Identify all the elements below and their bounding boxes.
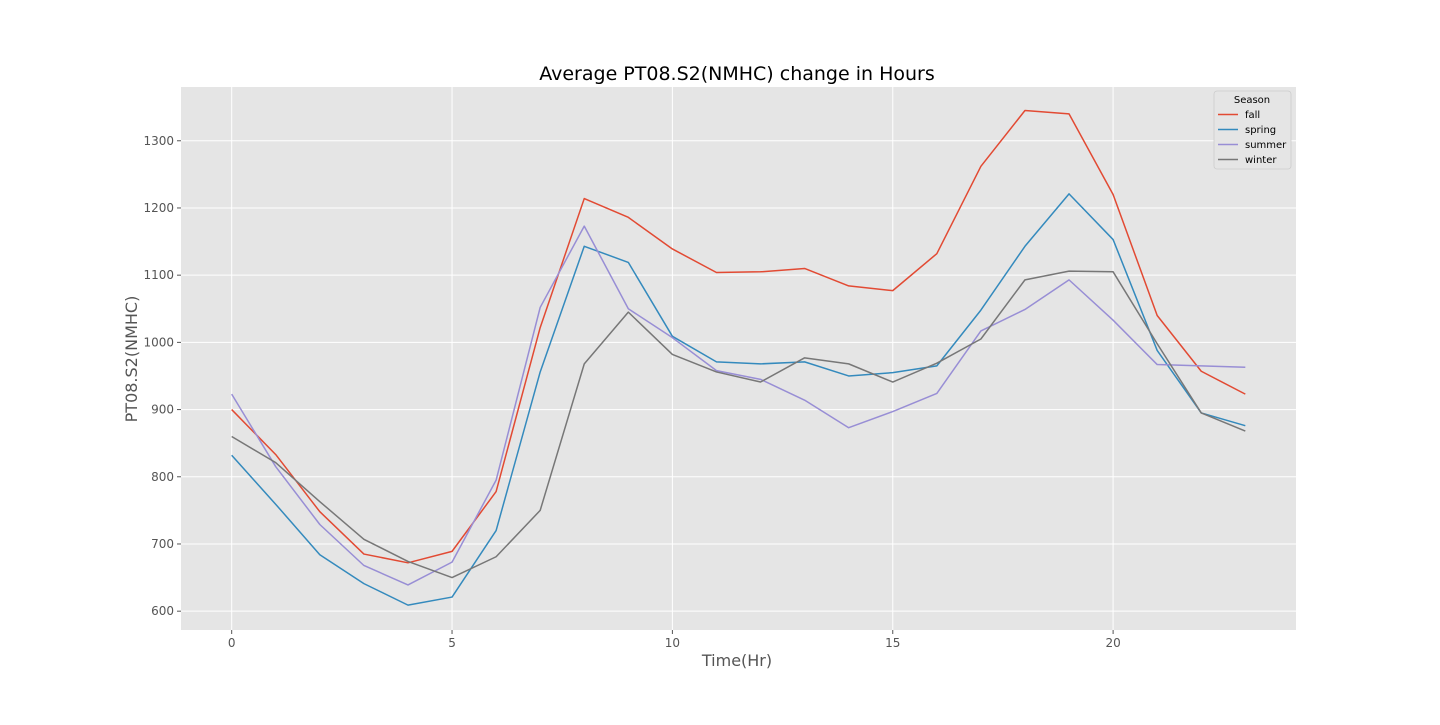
y-tick-label: 1200 [143,201,174,215]
legend-label-winter: winter [1245,155,1277,166]
legend: Season fall spring summer winter [1213,90,1292,170]
x-tick-label: 15 [885,636,900,650]
y-tick-label: 600 [151,604,174,618]
series-line-summer [231,225,1246,586]
legend-entries: fall spring summer winter [1218,110,1287,166]
x-tick-label: 5 [448,636,456,650]
series-line-fall [231,109,1246,564]
y-axis-label: PT08.S2(NMHC) [122,296,141,423]
tick-labels: 0 5 10 15 20 600 700 800 900 1000 1100 1200 1300 [143,134,1120,650]
series-lines [231,109,1246,606]
legend-title: Season [1234,95,1270,106]
y-tick-label: 1300 [143,134,174,148]
legend-box [1213,90,1292,170]
y-tick-label: 1100 [143,268,174,282]
legend-label-summer: summer [1245,140,1287,151]
y-tick-label: 800 [151,470,174,484]
x-tick-label: 0 [228,636,236,650]
y-tick-label: 1000 [143,335,174,349]
series-line-spring [231,193,1246,606]
y-tick-label: 700 [151,537,174,551]
y-tick-label: 900 [151,403,174,417]
legend-label-spring: spring [1245,125,1276,136]
x-axis-label: Time(Hr) [701,651,772,670]
x-tick-label: 10 [665,636,680,650]
legend-label-fall: fall [1245,110,1260,121]
plot-area [181,87,1296,630]
series-line-winter [231,270,1246,579]
gridlines [181,87,1296,630]
chart-title: Average PT08.S2(NMHC) change in Hours [539,63,935,85]
x-tick-label: 20 [1105,636,1120,650]
